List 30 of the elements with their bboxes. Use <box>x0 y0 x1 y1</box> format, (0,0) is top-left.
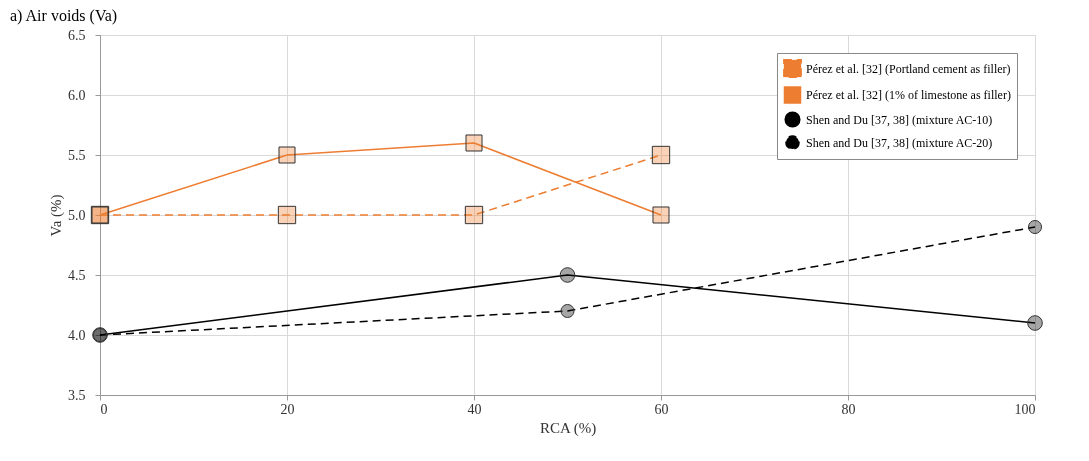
y-tick-label: 3.5 <box>68 387 86 403</box>
point <box>560 303 575 319</box>
point <box>278 146 296 164</box>
legend-label: Pérez et al. [32] (Portland cement as filler) <box>806 61 1011 76</box>
x-tick-label: 80 <box>841 401 856 417</box>
legend-label: Shen and Du [37, 38] (mixture AC-10) <box>806 112 993 127</box>
point <box>651 145 671 165</box>
x-axis-title: RCA (%) <box>539 419 597 437</box>
y-axis-title: Va (%) <box>48 194 65 237</box>
x-tick-label: 40 <box>467 401 482 417</box>
y-tick-label: 4.0 <box>68 327 86 343</box>
x-tick-label: 60 <box>654 401 669 417</box>
x-tick-label: 100 <box>1014 401 1036 417</box>
x-tick-label: 20 <box>280 401 295 417</box>
point <box>464 205 484 225</box>
legend-label: Shen and Du [37, 38] (mixture AC-20) <box>806 135 993 150</box>
y-tick-label: 6.5 <box>68 27 86 43</box>
point <box>277 205 297 225</box>
legend-label: Pérez et al. [32] (1% of limestone as filler) <box>806 88 1011 102</box>
y-tick-label: 5.5 <box>68 147 86 163</box>
point <box>559 267 576 283</box>
point <box>465 134 483 152</box>
y-tick-label: 4.5 <box>68 267 86 283</box>
x-tick-label: 0 <box>100 401 108 417</box>
point <box>1027 315 1043 331</box>
point <box>1027 219 1043 235</box>
y-tick-label: 6.0 <box>68 87 86 103</box>
point <box>652 206 670 224</box>
chart-title: a) Air voids (Va) <box>10 7 118 25</box>
y-tick-label: 5.0 <box>68 207 86 223</box>
